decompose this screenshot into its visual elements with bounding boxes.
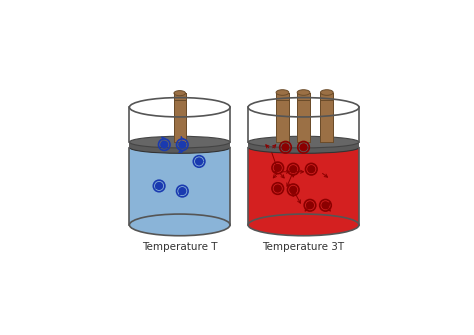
Ellipse shape [178, 187, 186, 195]
Polygon shape [297, 92, 310, 99]
Polygon shape [174, 99, 185, 142]
Polygon shape [129, 147, 230, 225]
Ellipse shape [321, 201, 329, 209]
Polygon shape [276, 92, 289, 99]
Ellipse shape [282, 143, 290, 151]
Ellipse shape [306, 201, 314, 209]
Ellipse shape [195, 157, 203, 165]
Ellipse shape [307, 165, 315, 173]
Ellipse shape [248, 142, 359, 153]
Ellipse shape [289, 165, 297, 173]
Ellipse shape [248, 136, 359, 148]
Text: Temperature T: Temperature T [142, 242, 218, 252]
Ellipse shape [129, 214, 230, 236]
Ellipse shape [155, 182, 163, 190]
Polygon shape [320, 92, 333, 99]
Ellipse shape [174, 91, 185, 96]
Ellipse shape [297, 90, 310, 95]
Ellipse shape [320, 90, 333, 95]
Ellipse shape [300, 143, 308, 151]
Ellipse shape [248, 214, 359, 236]
Polygon shape [129, 142, 230, 147]
Ellipse shape [289, 186, 297, 194]
Ellipse shape [276, 90, 289, 95]
Ellipse shape [129, 136, 230, 148]
Ellipse shape [273, 184, 282, 193]
Text: Temperature 3T: Temperature 3T [263, 242, 345, 252]
Polygon shape [174, 93, 185, 99]
Ellipse shape [129, 142, 230, 153]
Polygon shape [248, 147, 359, 225]
Polygon shape [276, 99, 289, 142]
Ellipse shape [160, 141, 168, 149]
Polygon shape [297, 99, 310, 142]
Ellipse shape [273, 164, 282, 172]
Polygon shape [248, 142, 359, 147]
Polygon shape [320, 99, 333, 142]
Ellipse shape [178, 141, 186, 149]
